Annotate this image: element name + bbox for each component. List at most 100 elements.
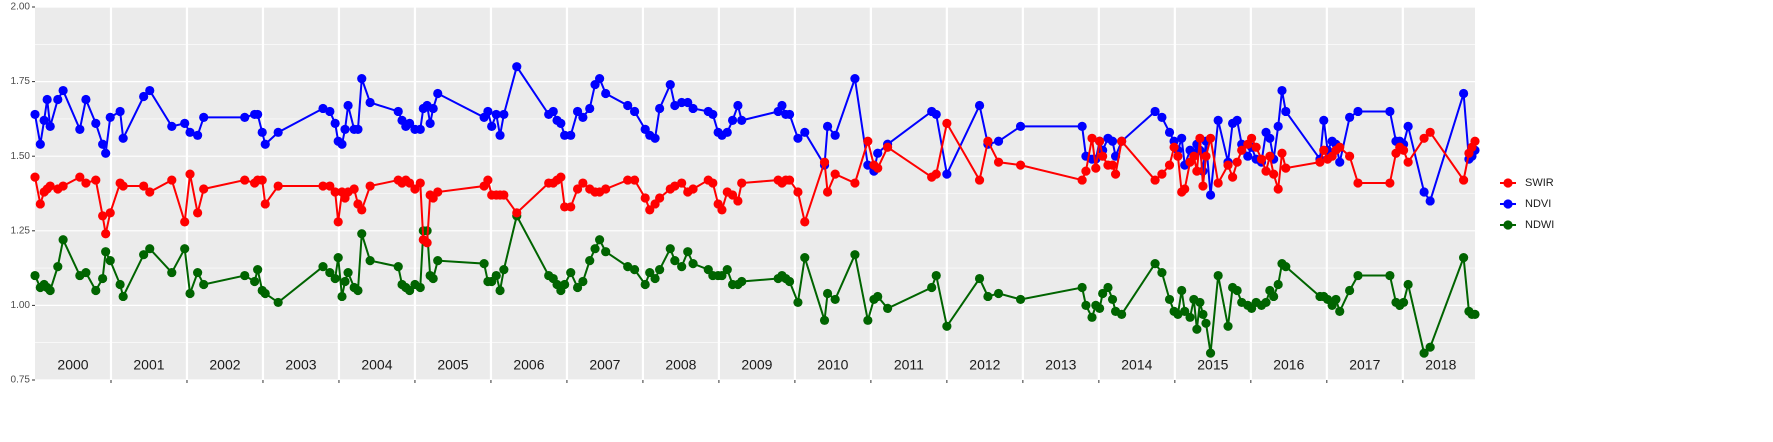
data-point	[58, 235, 68, 245]
data-point	[1103, 282, 1113, 293]
data-point	[873, 148, 883, 158]
data-point	[1256, 154, 1267, 164]
data-point	[405, 285, 415, 296]
data-point	[822, 187, 833, 197]
data-point	[115, 279, 125, 290]
data-point	[1319, 115, 1329, 125]
data-point	[433, 88, 443, 99]
data-point	[253, 264, 263, 275]
data-point	[1195, 133, 1205, 143]
data-point	[727, 190, 738, 200]
data-point	[670, 256, 680, 266]
data-point	[1227, 172, 1238, 182]
data-point	[325, 181, 335, 191]
data-point	[1403, 279, 1413, 290]
data-point	[180, 217, 190, 227]
data-point	[75, 124, 85, 134]
data-point	[199, 279, 209, 290]
data-point	[737, 276, 747, 287]
year-label: 2006	[513, 357, 544, 373]
data-point	[1232, 115, 1242, 125]
legend-label: SWIR	[1525, 177, 1554, 189]
data-point	[91, 285, 101, 296]
data-point	[822, 121, 833, 131]
data-point	[180, 244, 190, 254]
data-point	[428, 273, 438, 284]
data-point	[139, 181, 149, 191]
data-point	[1403, 157, 1413, 167]
data-point	[629, 106, 640, 117]
data-point	[665, 244, 675, 254]
data-point	[793, 297, 803, 308]
data-point	[45, 181, 55, 191]
year-label: 2000	[57, 357, 88, 373]
data-point	[101, 148, 111, 158]
data-point	[30, 270, 40, 281]
data-point	[512, 62, 522, 72]
y-tick-label: 1.75	[11, 76, 31, 87]
data-point	[1398, 145, 1409, 155]
data-point	[333, 253, 343, 263]
data-point	[1180, 184, 1190, 194]
year-label: 2008	[665, 357, 696, 373]
data-point	[1169, 142, 1179, 152]
data-point	[479, 259, 489, 269]
series	[30, 118, 1480, 248]
data-point	[655, 103, 665, 114]
data-point	[1353, 178, 1363, 188]
year-label: 2007	[589, 357, 620, 373]
data-point	[1198, 181, 1208, 191]
data-point	[349, 184, 359, 194]
data-point	[927, 282, 937, 293]
data-point	[1077, 175, 1087, 185]
data-point	[830, 294, 840, 305]
data-point	[993, 157, 1004, 167]
data-point	[1232, 157, 1242, 167]
data-point	[688, 103, 698, 114]
data-point	[101, 247, 111, 257]
data-point	[185, 127, 195, 137]
data-point	[1107, 160, 1118, 170]
data-point	[566, 130, 576, 140]
data-point	[1081, 300, 1091, 310]
data-point	[45, 285, 55, 296]
data-point	[1281, 106, 1291, 117]
data-point	[873, 163, 883, 173]
data-point	[193, 130, 203, 140]
data-point	[708, 109, 718, 120]
data-point	[1425, 342, 1435, 352]
data-point	[1419, 348, 1429, 358]
data-point	[333, 217, 343, 227]
data-point	[717, 205, 727, 215]
data-point	[365, 97, 375, 108]
data-point	[433, 256, 443, 266]
data-point	[572, 184, 583, 194]
data-point	[566, 202, 576, 212]
data-point	[1265, 151, 1275, 161]
data-point	[483, 175, 493, 185]
data-point	[1246, 133, 1257, 143]
data-point	[1157, 169, 1167, 179]
data-point	[737, 178, 747, 188]
data-point	[1345, 112, 1355, 123]
year-label: 2015	[1197, 357, 1228, 373]
data-point	[784, 276, 795, 287]
data-point	[863, 136, 873, 146]
data-point	[733, 100, 743, 111]
data-point	[1192, 166, 1202, 176]
data-point	[1470, 309, 1480, 319]
data-point	[1081, 166, 1091, 176]
data-point	[53, 94, 63, 105]
data-point	[784, 175, 795, 185]
data-point	[260, 139, 270, 149]
data-point	[883, 303, 893, 313]
data-point	[101, 229, 111, 239]
data-point	[98, 139, 108, 149]
data-point	[1015, 121, 1026, 131]
data-point	[1269, 291, 1279, 302]
data-point	[393, 262, 403, 272]
data-point	[1315, 157, 1325, 167]
data-point	[1087, 312, 1097, 322]
data-point	[1087, 133, 1097, 143]
data-point	[253, 109, 263, 120]
